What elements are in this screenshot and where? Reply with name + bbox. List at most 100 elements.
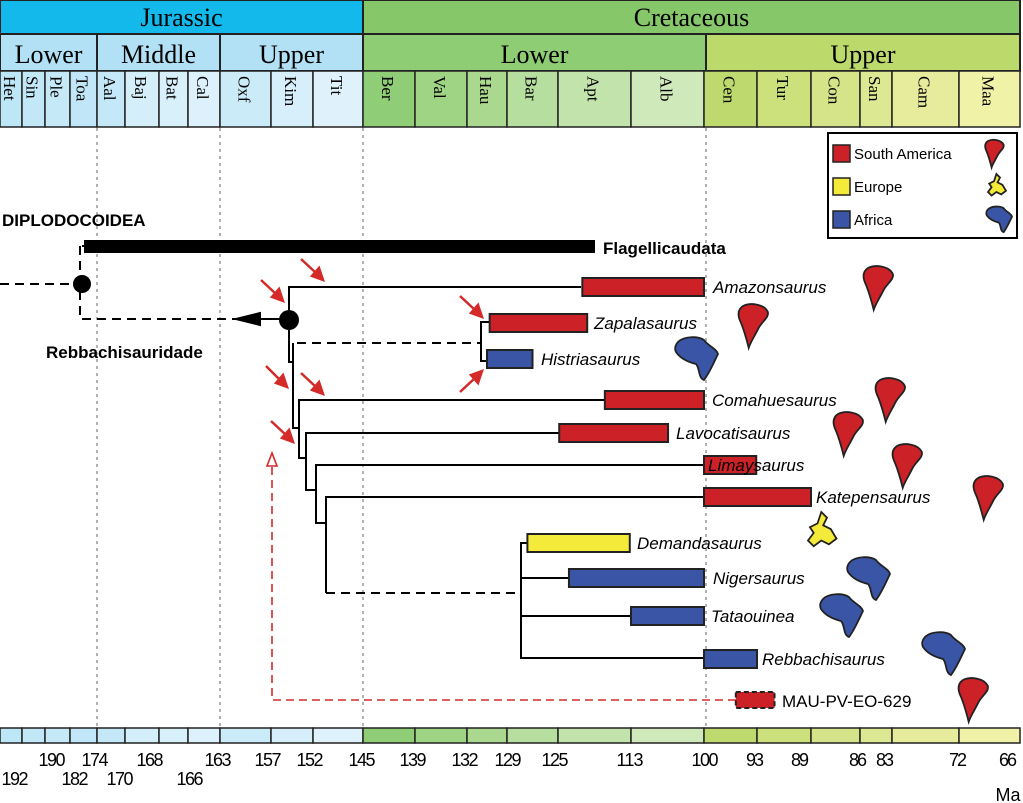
stage-label: Aal (100, 76, 119, 101)
axis-stage-cell (0, 727, 23, 744)
africa-map-icon (921, 631, 966, 677)
axis-tick-label: 157 (255, 750, 282, 770)
rebbachisauridae-label: Rebbachisauridade (46, 343, 203, 362)
axis-tick-label: 166 (177, 769, 204, 789)
period-label: Cretaceous (634, 3, 750, 32)
taxon-name: Comahuesaurus (712, 391, 837, 410)
axis-tick-label: 152 (297, 750, 324, 770)
stage-label: San (865, 76, 884, 102)
stage-aal: Aal (96, 70, 126, 128)
epoch-label: Lower (15, 40, 83, 69)
legend-label: Africa (854, 212, 893, 229)
taxon-range-bar (630, 606, 705, 626)
taxon-mau-pv-eo-629: MAU-PV-EO-629 (734, 677, 989, 726)
taxon-name: Rebbachisaurus (762, 650, 885, 669)
taxon-name: Katepensaurus (816, 488, 931, 507)
axis-stage-cell (270, 727, 314, 744)
epoch-upper: Upper (219, 33, 364, 72)
red-arrow-icon (265, 365, 290, 390)
geologic-timescale-header: Jurassic Cretaceous Lower Middle Upper Lower U… (0, 0, 1021, 128)
stage-het: Het (0, 70, 23, 128)
axis-stage-cell (124, 727, 160, 744)
south-america-map-icon (891, 443, 923, 492)
legend-item-europe: Europe (832, 172, 1008, 197)
south-america-map-icon (832, 411, 864, 460)
taxon-amazonsaurus: Amazonsaurus (581, 265, 894, 314)
axis-tick-label: 113 (617, 750, 644, 770)
stage-label: Apt (584, 76, 603, 102)
axis-tick-label: 100 (692, 750, 719, 770)
africa-map-icon (674, 336, 719, 382)
stage-label: Bat (163, 76, 182, 100)
axis-stage-cell (958, 727, 1021, 744)
taxon-comahuesaurus: Comahuesaurus (603, 377, 906, 426)
axis-stage-cell (466, 727, 508, 744)
axis-tick-label: 145 (349, 750, 376, 770)
axis-stage-cell (96, 727, 126, 744)
taxon-name: Lavocatisaurus (676, 424, 791, 443)
epoch-label: Upper (259, 40, 324, 69)
red-annotation-arrows (260, 258, 736, 701)
legend-swatch (832, 177, 851, 196)
flagellicaudata-range-bar (84, 240, 595, 253)
taxon-range-bar (703, 487, 812, 507)
axis-tick-label: 132 (452, 750, 479, 770)
axis-stage-cell (506, 727, 559, 744)
epoch-lower: Lower (362, 33, 707, 72)
axis-tick-label: 86 (849, 750, 867, 770)
stage-toa: Toa (69, 70, 98, 128)
stage-hau: Hau (466, 70, 508, 128)
axis-tick-label: 125 (542, 750, 569, 770)
stage-label: Toa (73, 76, 92, 102)
diplodocoidea-node (73, 275, 91, 293)
taxon-range-bar (486, 349, 534, 369)
stage-tur: Tur (756, 70, 812, 128)
phylogenetic-tree (0, 240, 706, 659)
axis-stage-cell (414, 727, 468, 744)
red-arrow-icon (300, 258, 326, 283)
taxon-demandasaurus: Demandasaurus (526, 510, 838, 553)
south-america-map-icon (737, 303, 769, 352)
axis-stage-cell (557, 727, 632, 744)
taxon-rebbachisaurus: Rebbachisaurus (703, 631, 966, 677)
period-cretaceous: Cretaceous (362, 0, 1021, 35)
axis-tick-label: 190 (39, 750, 66, 770)
red-arrow-icon (270, 420, 296, 445)
hollow-arrowhead-icon (265, 450, 279, 467)
axis-tick-label: 83 (876, 750, 894, 770)
epoch-label: Lower (501, 40, 569, 69)
flagellicaudata-label: Flagellicaudata (603, 239, 726, 258)
taxon-range-bar (734, 691, 776, 709)
axis-stage-cell (362, 727, 416, 744)
axis-stage-cell (44, 727, 71, 744)
stage-label: Ber (378, 76, 397, 101)
south-america-map-icon (862, 265, 894, 314)
stage-label: Sin (23, 76, 42, 99)
epoch-upper: Upper (705, 33, 1021, 72)
red-arrow-icon (459, 368, 485, 393)
stage-bat: Bat (158, 70, 189, 128)
taxon-name: Nigersaurus (713, 569, 805, 588)
axis-stage-cell (891, 727, 960, 744)
stage-maa: Maa (958, 70, 1021, 128)
stage-val: Val (414, 70, 468, 128)
taxon-name: Demandasaurus (637, 534, 762, 553)
stage-label: Oxf (235, 76, 254, 103)
axis-unit-label: Ma (995, 785, 1021, 803)
axis-tick-label: 66 (999, 750, 1017, 770)
axis-stage-cell (756, 727, 812, 744)
europe-map-icon (986, 172, 1008, 197)
taxon-range-bar (581, 277, 705, 297)
stage-label: Kim (281, 76, 300, 106)
axis-stage-cell (187, 727, 221, 744)
stage-bar: Bar (506, 70, 559, 128)
taxon-tataouinea: Tataouinea (630, 593, 864, 639)
taxon-range-bar (567, 568, 706, 588)
africa-map-icon (846, 556, 891, 602)
south-america-map-icon (874, 377, 906, 426)
legend-label: South America (854, 146, 952, 163)
stage-label: Con (825, 76, 844, 105)
stage-label: Baj (131, 76, 150, 100)
axis-tick-label: 139 (400, 750, 427, 770)
